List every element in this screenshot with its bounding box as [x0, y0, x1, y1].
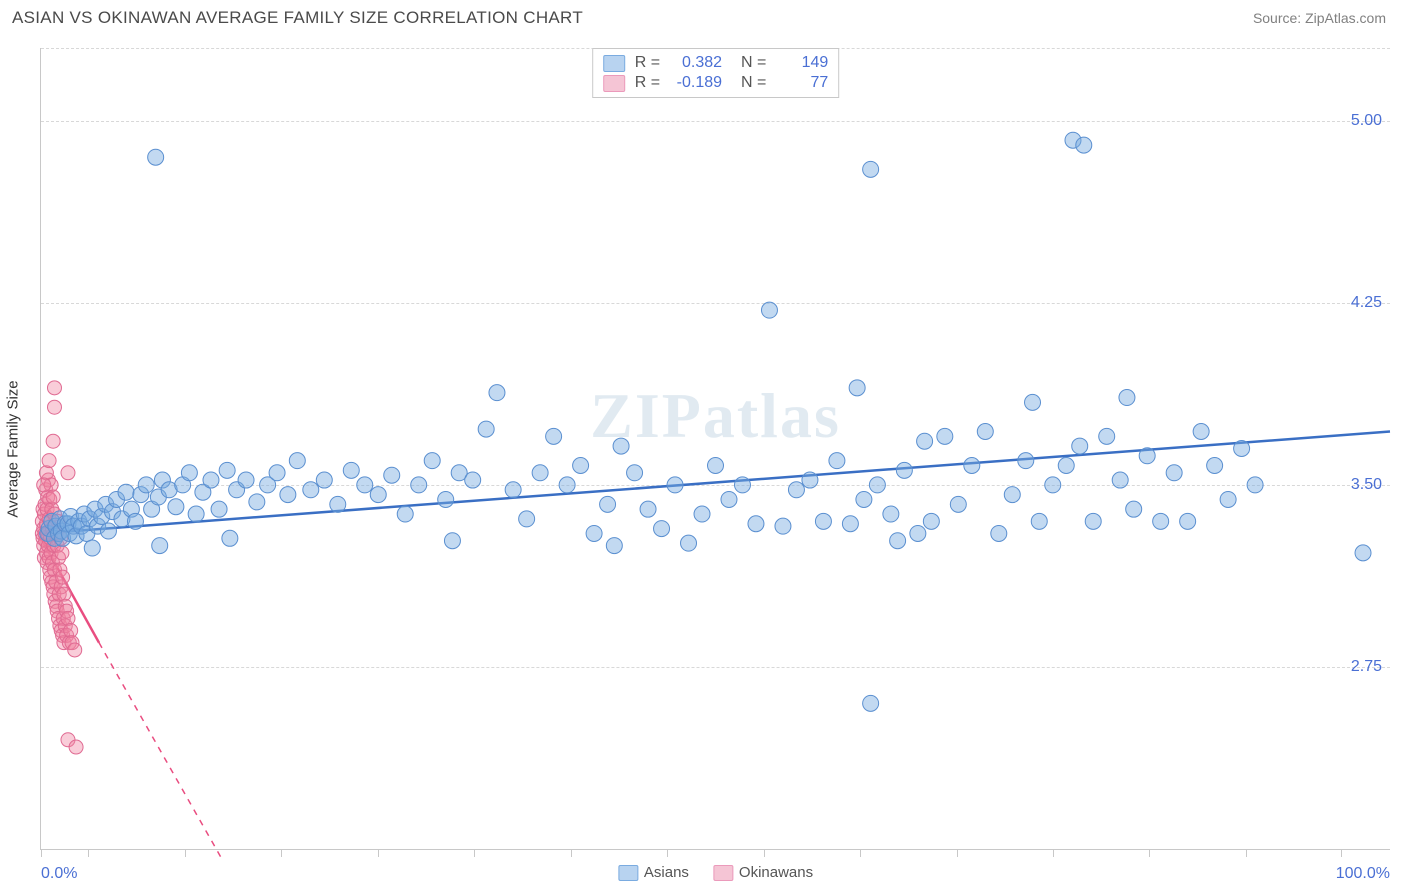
stat-value-n: 77 — [772, 74, 828, 92]
stat-value-r: 0.382 — [666, 54, 722, 72]
stat-value-r: -0.189 — [666, 74, 722, 92]
scatter-plot-svg — [41, 48, 1390, 849]
stat-label: N = — [732, 54, 766, 72]
x-tick — [474, 849, 475, 857]
x-tick — [1053, 849, 1054, 857]
swatch-pink-icon — [603, 75, 625, 92]
x-tick — [571, 849, 572, 857]
x-tick — [281, 849, 282, 857]
swatch-blue-icon — [603, 55, 625, 72]
x-tick — [957, 849, 958, 857]
x-tick — [185, 849, 186, 857]
x-axis-max-label: 100.0% — [1336, 865, 1390, 883]
chart-title: ASIAN VS OKINAWAN AVERAGE FAMILY SIZE CO… — [12, 8, 583, 28]
x-tick — [88, 849, 89, 857]
swatch-pink-icon — [713, 865, 733, 881]
legend-label: Asians — [644, 864, 689, 881]
stat-label: N = — [732, 74, 766, 92]
x-tick — [1149, 849, 1150, 857]
source-citation: Source: ZipAtlas.com — [1253, 10, 1386, 26]
stat-label: R = — [635, 54, 660, 72]
legend-item: Asians — [618, 864, 689, 881]
x-axis-min-label: 0.0% — [41, 865, 77, 883]
stat-value-n: 149 — [772, 54, 828, 72]
x-tick — [764, 849, 765, 857]
chart-plot-area: Average Family Size 2.753.504.255.00 ZIP… — [40, 48, 1390, 850]
legend-label: Okinawans — [739, 864, 813, 881]
x-tick — [41, 849, 42, 857]
x-tick — [1341, 849, 1342, 857]
swatch-blue-icon — [618, 865, 638, 881]
stats-row-asians: R = 0.382 N = 149 — [603, 53, 829, 73]
stats-row-okinawans: R = -0.189 N = 77 — [603, 73, 829, 93]
y-axis-label: Average Family Size — [5, 380, 22, 517]
x-tick — [1246, 849, 1247, 857]
x-tick — [667, 849, 668, 857]
stat-label: R = — [635, 74, 660, 92]
legend-bottom: Asians Okinawans — [618, 864, 813, 881]
x-tick — [860, 849, 861, 857]
x-tick — [378, 849, 379, 857]
legend-item: Okinawans — [713, 864, 813, 881]
correlation-stats-box: R = 0.382 N = 149 R = -0.189 N = 77 — [592, 48, 840, 98]
